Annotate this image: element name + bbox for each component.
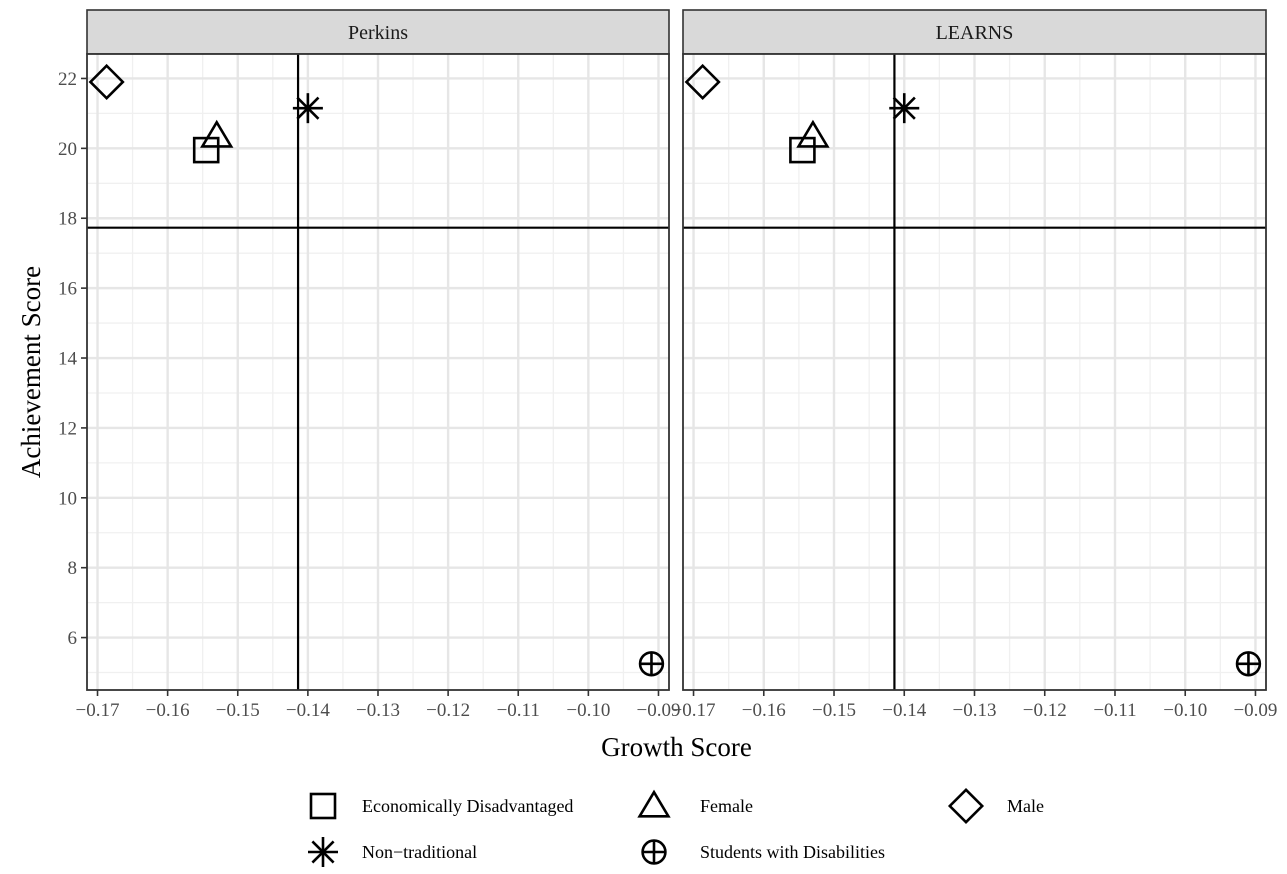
facet-strip-title: LEARNS [936, 22, 1014, 44]
y-tick-label: 20 [58, 139, 77, 160]
legend-label: Male [1007, 796, 1044, 816]
facet-panels: Perkins −0.17 −0.16 −0.15 −0.14 −0.13 −0.12 −0.… [58, 9, 1277, 721]
y-tick-label: 14 [58, 349, 78, 370]
data-point-asterisk [889, 93, 920, 124]
data-points [88, 63, 665, 677]
legend-item: Male [947, 787, 1044, 825]
x-tick-label: −0.17 [76, 700, 120, 721]
data-point-square [789, 136, 816, 164]
grid [87, 54, 669, 690]
x-tick-label: −0.09 [1233, 700, 1277, 721]
legend: Economically Disadvantaged Female Male Non−… [308, 787, 1044, 867]
x-tick-label: −0.09 [636, 700, 680, 721]
data-points [684, 63, 1262, 677]
facet-strip [682, 9, 1267, 55]
legend-item: Non−traditional [308, 837, 477, 867]
y-tick-label: 6 [68, 628, 78, 649]
x-tick-label: −0.13 [356, 700, 400, 721]
legend-item: Female [637, 789, 753, 818]
y-tick-label: 10 [58, 488, 77, 509]
x-tick-label: −0.10 [566, 700, 610, 721]
legend-key-triangle [637, 789, 671, 818]
legend-item: Students with Disabilities [641, 839, 885, 865]
x-tick-label: −0.12 [426, 700, 470, 721]
legend-label: Non−traditional [362, 842, 477, 862]
panel-learns: LEARNS −0.17 −0.16 −0.15 −0.14 −0.13 −0.12 −0.1… [672, 9, 1277, 721]
y-tick-label: 8 [68, 558, 78, 579]
legend-item: Economically Disadvantaged [309, 792, 573, 820]
legend-key-square [309, 792, 337, 820]
x-tick-label: −0.11 [497, 700, 540, 721]
x-tick-label: −0.11 [1093, 700, 1136, 721]
x-tick-label: −0.12 [1023, 700, 1067, 721]
y-tick-label: 16 [58, 279, 77, 300]
facet-strip-title: Perkins [348, 22, 408, 44]
y-axis-title: Achievement Score [16, 266, 46, 478]
x-tick-label: −0.15 [812, 700, 856, 721]
legend-key-asterisk [308, 837, 338, 867]
x-tick-label: −0.17 [672, 700, 716, 721]
data-point-diamond [88, 63, 125, 100]
x-tick-label: −0.14 [286, 700, 330, 721]
legend-label: Economically Disadvantaged [362, 796, 573, 816]
y-tick-label: 22 [58, 69, 77, 90]
x-tick-label: −0.13 [953, 700, 997, 721]
data-point-square [192, 136, 220, 164]
legend-key-diamond [947, 787, 985, 825]
grid [683, 54, 1266, 690]
x-tick-label: −0.15 [216, 700, 260, 721]
legend-label: Students with Disabilities [700, 842, 885, 862]
data-point-asterisk [292, 93, 323, 124]
x-tick-label: −0.14 [882, 700, 926, 721]
x-tick-label: −0.16 [146, 700, 190, 721]
x-tick-label: −0.16 [742, 700, 786, 721]
data-point-triangle [200, 119, 234, 148]
panel-perkins: Perkins −0.17 −0.16 −0.15 −0.14 −0.13 −0.12 −0.… [58, 9, 680, 721]
y-tick-label: 18 [58, 209, 77, 230]
facet-strip [86, 9, 670, 55]
legend-label: Female [700, 796, 753, 816]
y-tick-label: 12 [58, 418, 77, 439]
data-point-circle-plus [638, 651, 665, 677]
x-tick-label: −0.10 [1163, 700, 1207, 721]
data-point-diamond [684, 63, 721, 100]
data-point-circle-plus [1235, 651, 1262, 677]
legend-key-circle-plus [641, 839, 667, 865]
data-point-triangle [796, 119, 830, 148]
x-axis-title: Growth Score [601, 732, 752, 762]
